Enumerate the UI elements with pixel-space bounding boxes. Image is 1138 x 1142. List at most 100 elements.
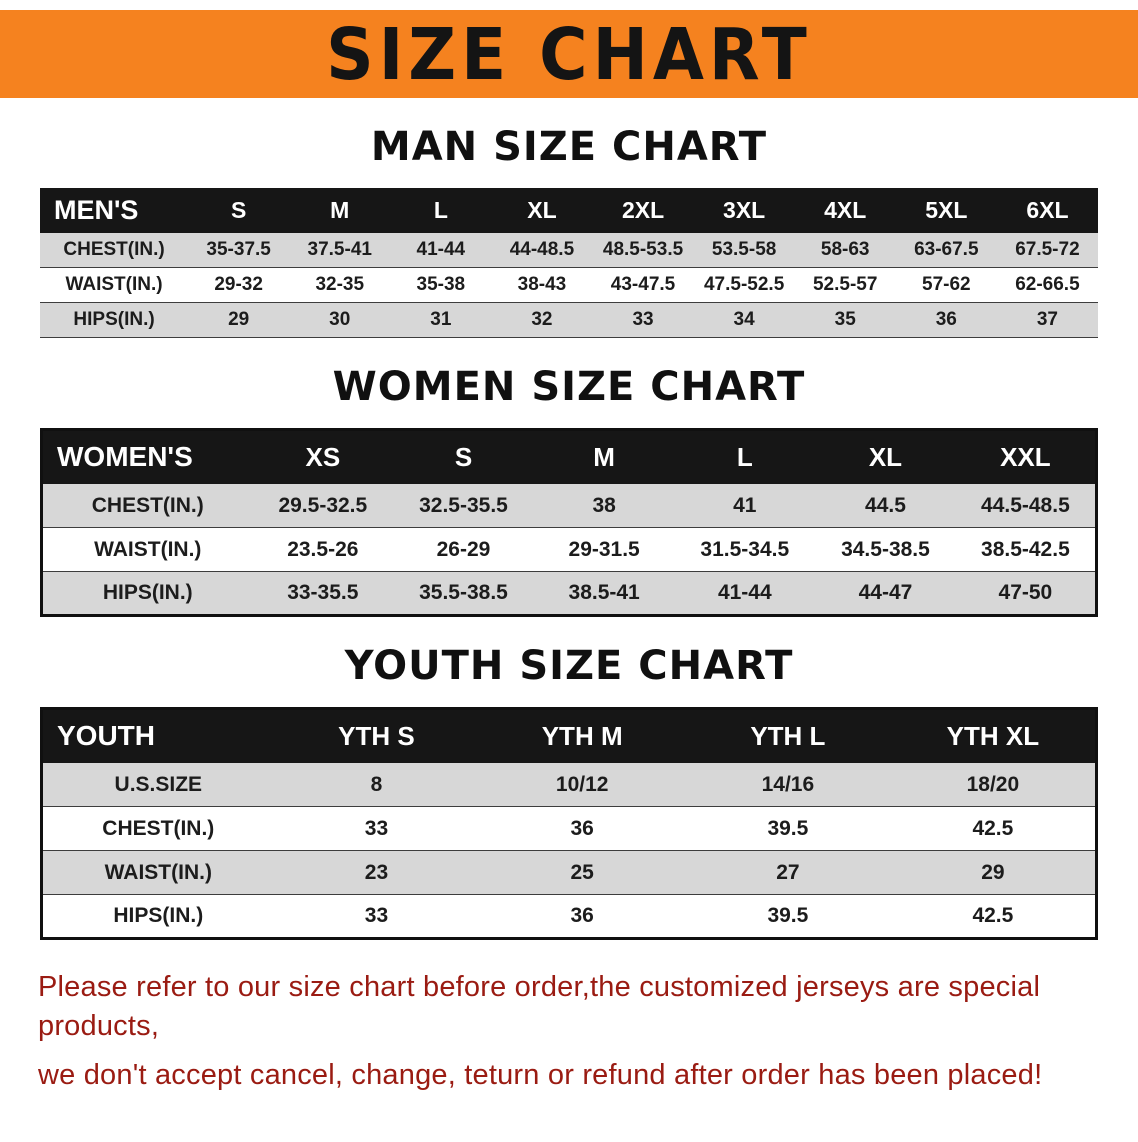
value-cell: 32 <box>491 302 593 338</box>
value-cell: 8 <box>273 762 480 807</box>
table-row: WAIST(IN.) 23 25 27 29 <box>41 850 1097 895</box>
youth-section-heading: YOUTH SIZE CHART <box>344 643 794 689</box>
value-cell: 52.5-57 <box>794 267 896 303</box>
size-header-cell: XS <box>252 429 394 484</box>
value-cell: 33 <box>273 806 480 851</box>
value-cell: 39.5 <box>685 806 891 851</box>
size-header-cell: L <box>674 429 816 484</box>
row-label-cell: U.S.SIZE <box>41 762 274 807</box>
size-header-cell: L <box>390 188 492 233</box>
value-cell: 35 <box>794 302 896 338</box>
value-cell: 38.5-42.5 <box>955 527 1097 572</box>
row-label-cell: WAIST(IN.) <box>40 267 189 303</box>
value-cell: 57-62 <box>895 267 997 303</box>
value-cell: 23 <box>273 850 480 895</box>
value-cell: 29-32 <box>188 267 290 303</box>
value-cell: 27 <box>685 850 891 895</box>
row-label-cell: HIPS(IN.) <box>40 302 189 338</box>
table-header-row: MEN'S S M L XL 2XL 3XL 4XL 5XL 6XL <box>40 188 1098 233</box>
row-label-cell: WAIST(IN.) <box>41 850 274 895</box>
size-header-cell: 2XL <box>592 188 694 233</box>
value-cell: 14/16 <box>685 762 891 807</box>
table-header-row: WOMEN'S XS S M L XL XXL <box>41 429 1097 484</box>
value-cell: 38-43 <box>491 267 593 303</box>
disclaimer-line-2: we don't accept cancel, change, teturn o… <box>38 1059 1043 1092</box>
size-chart-page: SIZE CHART MAN SIZE CHART MEN'S S M L XL 2XL 3… <box>0 10 1138 1095</box>
value-cell: 47-50 <box>955 571 1097 616</box>
value-cell: 35-38 <box>390 267 492 303</box>
value-cell: 31 <box>390 302 492 338</box>
table-title-cell: WOMEN'S <box>41 429 253 484</box>
size-header-cell: S <box>188 188 290 233</box>
value-cell: 39.5 <box>685 894 891 939</box>
table-header-row: YOUTH YTH S YTH M YTH L YTH XL <box>41 708 1097 763</box>
size-header-cell: YTH S <box>273 708 480 763</box>
value-cell: 32.5-35.5 <box>393 483 534 528</box>
page-title: SIZE CHART <box>326 12 812 96</box>
table-row: HIPS(IN.) 33 36 39.5 42.5 <box>41 894 1097 939</box>
table-row: CHEST(IN.) 33 36 39.5 42.5 <box>41 806 1097 851</box>
value-cell: 25 <box>479 850 686 895</box>
men-size-table: MEN'S S M L XL 2XL 3XL 4XL 5XL 6XL CHEST(IN.) 35-37… <box>40 188 1098 338</box>
table-row: CHEST(IN.) 29.5-32.5 32.5-35.5 38 41 44.5 44.5… <box>41 483 1097 528</box>
table-row: HIPS(IN.) 29 30 31 32 33 34 35 36 37 <box>40 302 1098 338</box>
value-cell: 30 <box>289 302 391 338</box>
row-label-cell: WAIST(IN.) <box>41 527 253 572</box>
value-cell: 44-48.5 <box>491 232 593 268</box>
table-row: CHEST(IN.) 35-37.5 37.5-41 41-44 44-48.5 48.5… <box>40 232 1098 268</box>
value-cell: 29-31.5 <box>533 527 675 572</box>
value-cell: 41-44 <box>674 571 816 616</box>
women-section-heading: WOMEN SIZE CHART <box>332 364 806 410</box>
value-cell: 29 <box>188 302 290 338</box>
value-cell: 23.5-26 <box>252 527 394 572</box>
row-label-cell: CHEST(IN.) <box>40 232 189 268</box>
size-header-cell: 5XL <box>895 188 997 233</box>
value-cell: 53.5-58 <box>693 232 795 268</box>
size-header-cell: XXL <box>955 429 1097 484</box>
row-label-cell: CHEST(IN.) <box>41 806 274 851</box>
value-cell: 32-35 <box>289 267 391 303</box>
value-cell: 44.5 <box>815 483 956 528</box>
size-header-cell: 6XL <box>996 188 1098 233</box>
value-cell: 33 <box>273 894 480 939</box>
value-cell: 38 <box>533 483 675 528</box>
value-cell: 62-66.5 <box>996 267 1098 303</box>
value-cell: 29 <box>890 850 1097 895</box>
size-header-cell: YTH L <box>685 708 891 763</box>
table-title-cell: YOUTH <box>41 708 274 763</box>
size-header-cell: M <box>289 188 391 233</box>
value-cell: 10/12 <box>479 762 686 807</box>
youth-size-table: YOUTH YTH S YTH M YTH L YTH XL U.S.SIZE 8 10/12… <box>40 707 1098 940</box>
banner: SIZE CHART <box>0 10 1138 98</box>
value-cell: 34 <box>693 302 795 338</box>
value-cell: 44.5-48.5 <box>955 483 1097 528</box>
value-cell: 41 <box>674 483 816 528</box>
value-cell: 42.5 <box>890 894 1097 939</box>
value-cell: 67.5-72 <box>996 232 1098 268</box>
value-cell: 18/20 <box>890 762 1097 807</box>
table-row: U.S.SIZE 8 10/12 14/16 18/20 <box>41 762 1097 807</box>
value-cell: 29.5-32.5 <box>252 483 394 528</box>
women-size-table: WOMEN'S XS S M L XL XXL CHEST(IN.) 29.5-32.5 32.5… <box>40 428 1098 617</box>
value-cell: 44-47 <box>815 571 956 616</box>
value-cell: 36 <box>479 806 686 851</box>
disclaimer: Please refer to our size chart before or… <box>38 968 1100 1095</box>
size-header-cell: XL <box>491 188 593 233</box>
value-cell: 41-44 <box>390 232 492 268</box>
value-cell: 33 <box>592 302 694 338</box>
row-label-cell: HIPS(IN.) <box>41 894 274 939</box>
value-cell: 34.5-38.5 <box>815 527 956 572</box>
table-row: HIPS(IN.) 33-35.5 35.5-38.5 38.5-41 41-44 44-… <box>41 571 1097 616</box>
table-row: WAIST(IN.) 23.5-26 26-29 29-31.5 31.5-34.5 34… <box>41 527 1097 572</box>
value-cell: 48.5-53.5 <box>592 232 694 268</box>
value-cell: 43-47.5 <box>592 267 694 303</box>
size-header-cell: YTH M <box>479 708 686 763</box>
value-cell: 35-37.5 <box>188 232 290 268</box>
size-header-cell: M <box>533 429 675 484</box>
men-section-heading: MAN SIZE CHART <box>370 124 768 170</box>
size-header-cell: 4XL <box>794 188 896 233</box>
value-cell: 35.5-38.5 <box>393 571 534 616</box>
value-cell: 26-29 <box>393 527 534 572</box>
value-cell: 36 <box>479 894 686 939</box>
size-header-cell: YTH XL <box>890 708 1097 763</box>
